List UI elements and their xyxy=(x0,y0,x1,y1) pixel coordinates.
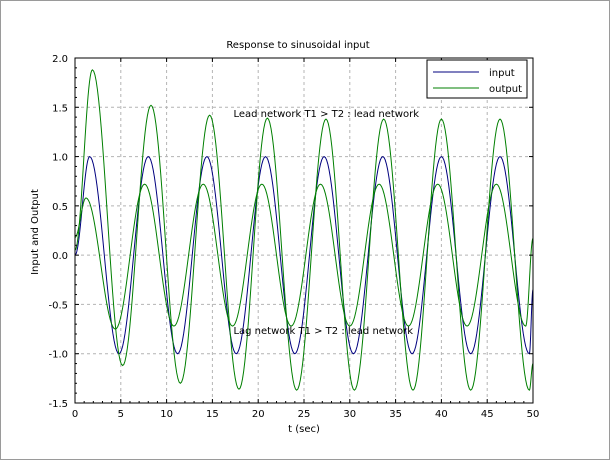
x-tick-label: 30 xyxy=(343,409,356,420)
x-tick-label: 35 xyxy=(389,409,402,420)
x-tick-label: 0 xyxy=(72,409,78,420)
x-tick-label: 5 xyxy=(118,409,124,420)
y-axis-label: Input and Output xyxy=(30,189,41,275)
y-tick-label: 1.5 xyxy=(52,103,68,114)
x-tick-label: 15 xyxy=(206,409,219,420)
y-tick-label: 0.5 xyxy=(52,202,68,213)
x-tick-label: 50 xyxy=(527,409,540,420)
x-tick-label: 45 xyxy=(481,409,494,420)
series-line-2 xyxy=(74,183,534,330)
y-tick-label: 2.0 xyxy=(52,54,68,65)
x-axis-label: t (sec) xyxy=(288,424,320,435)
x-tick-label: 25 xyxy=(298,409,311,420)
annotation-lead: Lead network T1 > T2 : lead network xyxy=(233,109,419,120)
y-tick-label: -1.5 xyxy=(48,399,68,410)
legend-label-input: input xyxy=(489,68,515,79)
x-tick-label: 40 xyxy=(435,409,448,420)
y-tick-label: 1.0 xyxy=(52,153,68,164)
legend-box xyxy=(426,59,528,99)
x-tick-label: 10 xyxy=(160,409,173,420)
legend: input output xyxy=(426,59,528,99)
x-tick-label: 20 xyxy=(252,409,265,420)
series-lines xyxy=(74,69,534,391)
series-line-0 xyxy=(74,155,534,355)
legend-label-output: output xyxy=(489,84,522,95)
y-tick-label: -1.0 xyxy=(48,350,68,361)
chart-title: Response to sinusoidal input xyxy=(226,40,369,51)
series-line-1 xyxy=(74,69,534,391)
y-tick-label: 0.0 xyxy=(52,251,68,262)
y-tick-label: -0.5 xyxy=(48,300,68,311)
axis-ticks: 0 5 10 15 20 25 30 35 40 45 50 -1.5 -1.0 -0.5 0.0 0.5 1.… xyxy=(48,54,539,420)
annotation-lag: Lag network T1 > T2 : lead network xyxy=(233,326,413,337)
